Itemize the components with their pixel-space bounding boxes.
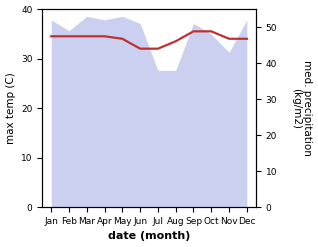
Y-axis label: med. precipitation
(kg/m2): med. precipitation (kg/m2) xyxy=(291,60,313,156)
Y-axis label: max temp (C): max temp (C) xyxy=(5,72,16,144)
X-axis label: date (month): date (month) xyxy=(108,231,190,242)
